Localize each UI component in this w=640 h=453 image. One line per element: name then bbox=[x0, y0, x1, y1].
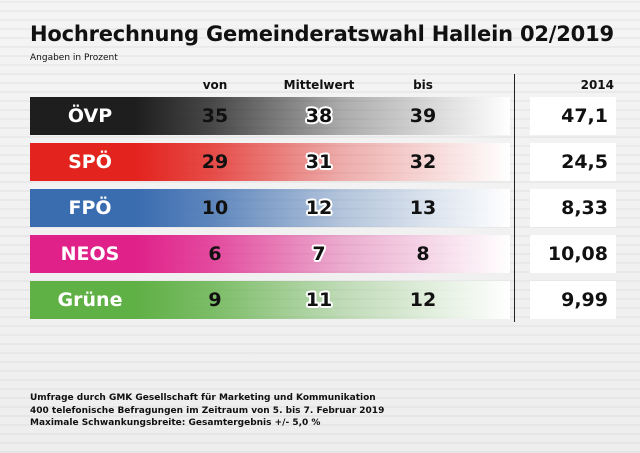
value-mittelwert: 12 bbox=[305, 197, 333, 219]
row-color-band bbox=[30, 189, 510, 227]
row-color-band bbox=[30, 235, 510, 273]
value-2014: 47,1 bbox=[530, 97, 616, 135]
table-row: FPÖ 10 12 13 8,33 bbox=[30, 189, 618, 227]
footer-line: Umfrage durch GMK Gesellschaft für Marke… bbox=[30, 393, 376, 403]
value-bis: 8 bbox=[416, 243, 430, 265]
row-color-band bbox=[30, 281, 510, 319]
party-label: ÖVP bbox=[67, 105, 113, 127]
value-von: 6 bbox=[208, 243, 222, 265]
value-mittelwert: 11 bbox=[305, 289, 333, 311]
value-bis: 39 bbox=[409, 105, 437, 127]
footer-line: Maximale Schwankungsbreite: Gesamtergebn… bbox=[30, 418, 321, 428]
value-2014: 9,99 bbox=[530, 281, 616, 319]
footer-notes: Umfrage durch GMK Gesellschaft für Marke… bbox=[30, 392, 384, 430]
value-von: 29 bbox=[201, 151, 229, 173]
chart-subtitle: Angaben in Prozent bbox=[30, 53, 118, 63]
value-2014: 24,5 bbox=[530, 143, 616, 181]
table-row: Grüne 9 11 12 9,99 bbox=[30, 281, 618, 319]
party-label: Grüne bbox=[57, 289, 123, 311]
column-header-von: von bbox=[202, 78, 228, 92]
value-2014: 8,33 bbox=[530, 189, 616, 227]
footer-line: 400 telefonische Befragungen im Zeitraum… bbox=[30, 405, 385, 416]
row-color-band bbox=[30, 143, 510, 181]
party-label: NEOS bbox=[60, 243, 120, 265]
value-bis: 32 bbox=[409, 151, 437, 173]
table-row: SPÖ 29 31 32 24,5 bbox=[30, 143, 618, 181]
column-header-mittelwert: Mittelwert bbox=[283, 78, 355, 92]
value-bis: 12 bbox=[409, 289, 437, 311]
value-mittelwert: 31 bbox=[305, 151, 333, 173]
value-2014: 10,08 bbox=[530, 235, 616, 273]
value-von: 10 bbox=[201, 197, 229, 219]
value-mittelwert: 7 bbox=[312, 243, 326, 265]
row-color-band bbox=[30, 97, 510, 135]
column-header-bis: bis bbox=[413, 78, 433, 92]
value-von: 35 bbox=[201, 105, 229, 127]
chart-title: Hochrechnung Gemeinderatswahl Hallein 02… bbox=[30, 22, 614, 46]
table-row: ÖVP 35 38 39 47,1 bbox=[30, 97, 618, 135]
party-label: SPÖ bbox=[68, 151, 112, 173]
party-label: FPÖ bbox=[68, 197, 112, 219]
value-von: 9 bbox=[208, 289, 222, 311]
table-row: NEOS 6 7 8 10,08 bbox=[30, 235, 618, 273]
value-bis: 13 bbox=[409, 197, 437, 219]
value-mittelwert: 38 bbox=[305, 105, 333, 127]
column-header-2014: 2014 bbox=[580, 78, 614, 92]
column-divider bbox=[514, 74, 515, 322]
